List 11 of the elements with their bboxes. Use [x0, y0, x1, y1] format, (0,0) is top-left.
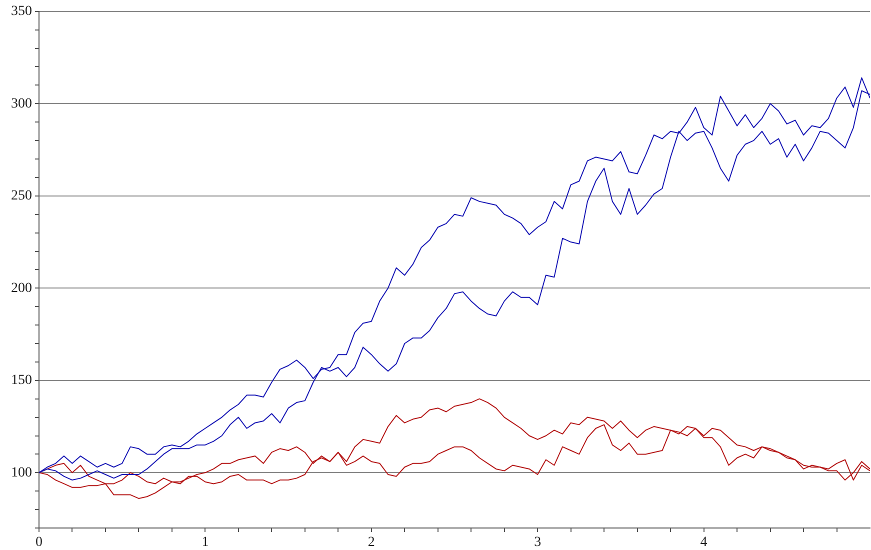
x-tick-label: 1 [202, 535, 209, 550]
x-tick-label: 4 [700, 535, 708, 550]
x-tick-label: 2 [368, 535, 375, 550]
x-tick-label: 3 [534, 535, 542, 550]
y-tick-label: 150 [11, 373, 32, 388]
y-tick-label: 350 [11, 4, 32, 20]
y-tick-label: 200 [11, 280, 32, 296]
y-tick-label: 300 [11, 96, 32, 112]
y-tick-label: 100 [11, 465, 32, 480]
y-tick-label: 250 [11, 188, 32, 204]
x-tick-label: 0 [36, 535, 42, 550]
